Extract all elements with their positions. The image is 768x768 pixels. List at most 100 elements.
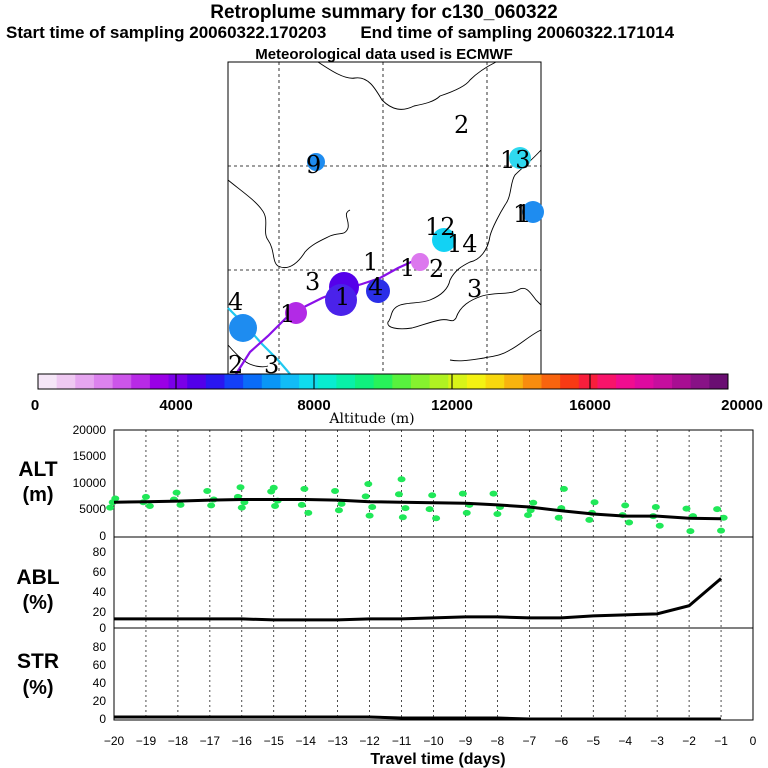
- map-label: 4: [368, 273, 383, 301]
- plot-title: Retroplume summary for c130_060322: [210, 2, 558, 23]
- map-label: 14: [447, 230, 478, 258]
- x-tick-label: −17: [200, 734, 221, 748]
- map-marker: [411, 253, 429, 271]
- map-marker: [509, 147, 531, 169]
- met-data-label: Meteorological data used is ECMWF: [255, 46, 513, 63]
- alt-panel-label: ALT: [18, 458, 57, 481]
- abl-ytick: 80: [93, 545, 107, 559]
- map-label: 2: [228, 351, 243, 379]
- alt-scatter: [106, 476, 728, 535]
- colorbar-cell: [38, 374, 58, 389]
- colorbar-label: Altitude (m): [328, 411, 414, 427]
- alt-ytick: 20000: [73, 423, 107, 437]
- x-tick-label: −18: [168, 734, 189, 748]
- map-label: 1: [513, 200, 528, 228]
- alt-scatter-point: [337, 500, 346, 507]
- colorbar-cell: [56, 374, 76, 389]
- alt-scatter-point: [237, 504, 246, 511]
- x-tick-label: 0: [750, 734, 757, 748]
- colorbar-cell: [187, 374, 207, 389]
- str-ytick: 60: [93, 658, 107, 672]
- alt-scatter-point: [590, 499, 599, 506]
- x-tick-label: −7: [523, 734, 537, 748]
- start-time-label: Start time of sampling 20060322.170203: [6, 23, 327, 42]
- map-label: 2: [429, 255, 444, 283]
- colorbar-tick-label: 0: [31, 397, 39, 414]
- x-tick-label: −19: [136, 734, 157, 748]
- colorbar-cell: [466, 374, 487, 389]
- x-tick-label: −4: [618, 734, 632, 748]
- colorbar-cell: [224, 374, 244, 389]
- map-label: 1: [363, 248, 378, 276]
- map-label: 2: [454, 111, 469, 139]
- map-marker: [522, 201, 544, 223]
- map-label: 4: [228, 288, 243, 316]
- x-axis-label: Travel time (days): [370, 751, 505, 768]
- alt-scatter-point: [458, 490, 467, 497]
- colorbar-cell: [75, 374, 95, 389]
- alt-ytick: 10000: [73, 476, 107, 490]
- alt-scatter-point: [203, 487, 212, 494]
- x-tick-label: −5: [586, 734, 600, 748]
- x-tick-label: −20: [104, 734, 125, 748]
- alt-scatter-point: [401, 505, 410, 512]
- str-ytick: 20: [93, 694, 107, 708]
- x-tick-label: −13: [327, 734, 348, 748]
- abl-ytick: 60: [93, 565, 107, 579]
- x-tick-label: −16: [232, 734, 253, 748]
- alt-ytick: 15000: [73, 449, 107, 463]
- alt-scatter-point: [106, 504, 115, 511]
- map-marker: [285, 302, 307, 324]
- alt-scatter-point: [554, 514, 563, 521]
- alt-ytick: 0: [99, 529, 106, 543]
- abl-ytick: 40: [93, 585, 107, 599]
- colorbar-cell: [690, 374, 710, 389]
- x-tick-label: −8: [491, 734, 505, 748]
- colorbar-cell: [578, 374, 598, 389]
- map-label: 13: [500, 146, 531, 174]
- abl-panel-unit: (%): [22, 592, 53, 614]
- alt-scatter-point: [361, 493, 370, 500]
- alt-scatter-point: [397, 476, 406, 483]
- alt-scatter-point: [394, 491, 403, 498]
- alt-scatter-point: [145, 502, 154, 509]
- alt-scatter-point: [717, 527, 726, 534]
- map-label: 1: [516, 200, 531, 228]
- colorbar-cell: [410, 374, 431, 389]
- colorbar-cell: [149, 374, 170, 389]
- map-label: 1: [335, 283, 350, 311]
- alt-scatter-point: [271, 502, 280, 509]
- alt-scatter-point: [111, 495, 120, 502]
- alt-yticks: 20000 15000 10000 5000 0: [73, 423, 107, 543]
- time-series-panels: ALT (m) ABL (%) STR (%) 20000 15000 1000…: [16, 423, 756, 768]
- map-label: 1: [400, 254, 415, 282]
- str-ytick: 80: [93, 640, 107, 654]
- alt-scatter-point: [686, 528, 695, 535]
- map-label: 3: [467, 275, 482, 303]
- alt-scatter-point: [300, 485, 309, 492]
- map-label: 1: [280, 300, 295, 328]
- alt-scatter-point: [364, 481, 373, 488]
- colorbar-cell: [597, 374, 617, 389]
- colorbar-cell: [205, 374, 225, 389]
- map-marker: [366, 279, 390, 303]
- colorbar-cell: [541, 374, 561, 389]
- colorbar-tick-label: 16000: [569, 397, 611, 414]
- alt-scatter-point: [428, 492, 437, 499]
- str-yticks: 80 60 40 20 0: [93, 640, 107, 726]
- colorbar-cell: [522, 374, 543, 389]
- colorbar-cell: [280, 374, 300, 389]
- map-marker: [325, 284, 357, 316]
- x-tick-label: −1: [714, 734, 728, 748]
- colorbar-cell: [634, 374, 654, 389]
- x-tick-label: −2: [682, 734, 696, 748]
- alt-scatter-point: [719, 514, 728, 521]
- alt-scatter-point: [297, 501, 306, 508]
- x-tick-label: −12: [359, 734, 380, 748]
- alt-scatter-point: [489, 490, 498, 497]
- x-tick-label: −15: [264, 734, 285, 748]
- colorbar-ticks: 0 4000 8000 12000 16000 20000: [31, 374, 763, 414]
- colorbar-cells: [38, 374, 729, 389]
